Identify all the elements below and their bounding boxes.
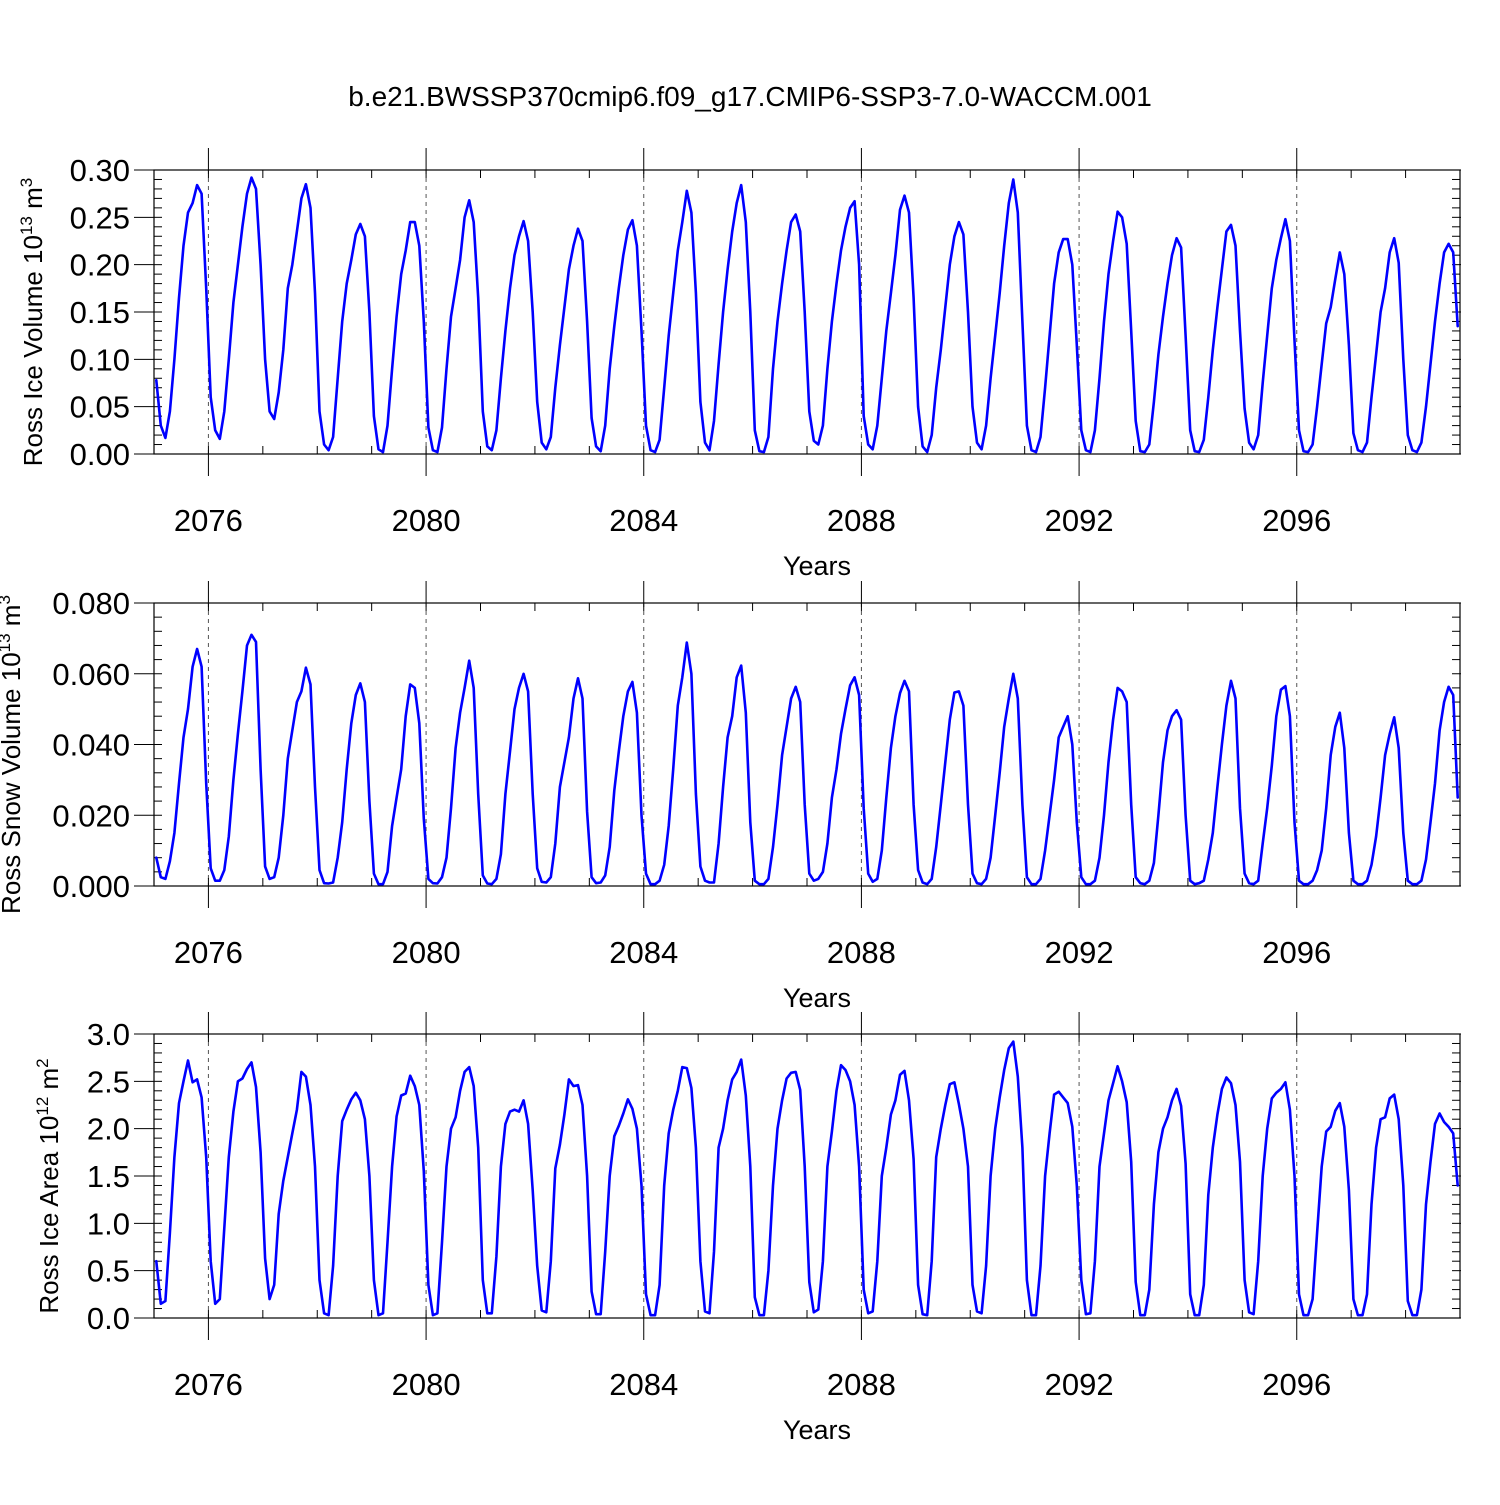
y-tick-label: 1.0 xyxy=(87,1206,130,1241)
y-axis-label: Ross Snow Volume 1013 m3 xyxy=(0,595,26,914)
x-tick-label: 2092 xyxy=(1045,1367,1114,1402)
x-tick-label: 2080 xyxy=(392,503,461,538)
x-axis-label: Years xyxy=(783,1415,851,1445)
y-tick-label: 3.0 xyxy=(87,1017,130,1052)
x-tick-label: 2092 xyxy=(1045,503,1114,538)
x-tick-label: 2088 xyxy=(827,503,896,538)
y-tick-label: 0.00 xyxy=(70,437,130,472)
panel-1: 0.00 0.05 0.10 0.15 0.20 0.25 0.30 2076 2080 2084… xyxy=(17,148,1461,581)
figure-title: b.e21.BWSSP370cmip6.f09_g17.CMIP6-SSP3-7… xyxy=(348,81,1152,112)
y-tick-label: 0.0 xyxy=(87,1301,130,1336)
series-line-1 xyxy=(155,176,1459,454)
x-tick-label: 2092 xyxy=(1045,935,1114,970)
x-tick-label: 2076 xyxy=(174,503,243,538)
y-tick-label: 0.040 xyxy=(52,728,130,763)
x-tick-label: 2080 xyxy=(392,935,461,970)
y-tick-label: 0.000 xyxy=(52,869,130,904)
y-tick-label: 0.060 xyxy=(52,657,130,692)
y-tick-label: 0.15 xyxy=(70,295,130,330)
y-tick-label: 0.020 xyxy=(52,798,130,833)
x-tick-label: 2088 xyxy=(827,935,896,970)
y-axis-label: Ross Ice Volume 1013 m3 xyxy=(17,178,48,467)
y-tick-label: 0.5 xyxy=(87,1254,130,1289)
y-tick-label: 0.080 xyxy=(52,586,130,621)
y-tick-label: 0.05 xyxy=(70,390,130,425)
x-tick-label: 2080 xyxy=(392,1367,461,1402)
y-tick-label: 0.30 xyxy=(70,153,130,188)
series-line-2 xyxy=(155,633,1459,886)
x-tick-label: 2096 xyxy=(1262,503,1331,538)
plot-frame xyxy=(153,169,1461,455)
y-tick-label: 0.20 xyxy=(70,248,130,283)
x-tick-label: 2096 xyxy=(1262,935,1331,970)
y-tick-label: 1.5 xyxy=(87,1159,130,1194)
y-tick-label: 0.10 xyxy=(70,342,130,377)
x-tick-label: 2096 xyxy=(1262,1367,1331,1402)
y-tick-label: 2.5 xyxy=(87,1064,130,1099)
x-tick-label: 2076 xyxy=(174,935,243,970)
x-tick-label: 2084 xyxy=(609,1367,678,1402)
x-tick-label: 2084 xyxy=(609,503,678,538)
y-tick-label: 2.0 xyxy=(87,1112,130,1147)
panel-2: 0.000 0.020 0.040 0.060 0.080 2076 2080 2084 208… xyxy=(0,581,1461,1013)
panel-3: 0.0 0.5 1.0 1.5 2.0 2.5 3.0 2076 2080 2084 2088 209… xyxy=(33,1012,1461,1445)
x-tick-label: 2076 xyxy=(174,1367,243,1402)
series-line-3 xyxy=(155,1040,1459,1317)
y-axis-label: Ross Ice Area 1012 m2 xyxy=(33,1058,64,1313)
x-tick-label: 2084 xyxy=(609,935,678,970)
x-axis-label: Years xyxy=(783,983,851,1013)
y-tick-label: 0.25 xyxy=(70,200,130,235)
plot-frame xyxy=(153,1033,1461,1319)
x-tick-label: 2088 xyxy=(827,1367,896,1402)
x-axis-label: Years xyxy=(783,551,851,581)
